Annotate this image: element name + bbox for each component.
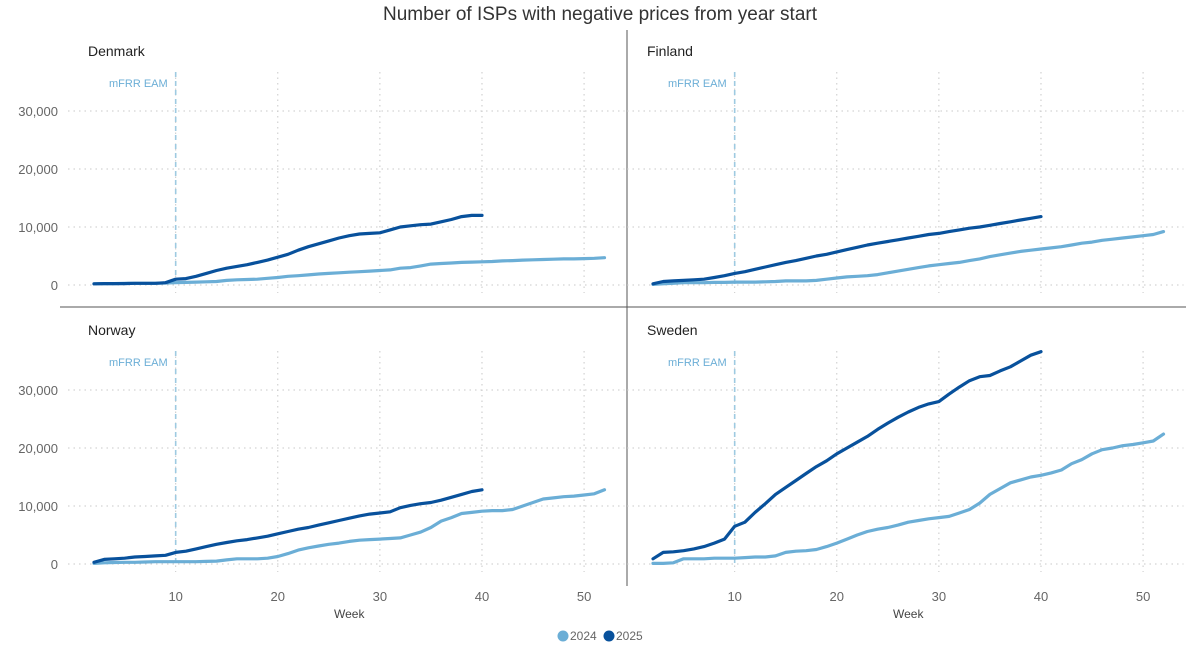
panel-sweden: 10 20 30 40 50 Week mFRR EAM Sweden bbox=[627, 322, 1184, 621]
x-tick-label: 30 bbox=[932, 589, 946, 604]
y-tick-label: 20,000 bbox=[18, 441, 58, 456]
x-tick-label: 20 bbox=[271, 589, 285, 604]
mfrr-eam-label: mFRR EAM bbox=[109, 78, 168, 90]
panel-finland: mFRR EAM Finland bbox=[627, 43, 1184, 293]
y-tick-label: 10,000 bbox=[18, 220, 58, 235]
x-tick-label: 40 bbox=[475, 589, 489, 604]
panels: 0 10,000 20,000 30,000 mFRR EAM Denmark mFRR E… bbox=[18, 43, 1184, 621]
series-line-denmark-2024 bbox=[92, 256, 607, 286]
y-tick-label: 10,000 bbox=[18, 499, 58, 514]
series-line-sweden-2024 bbox=[651, 432, 1166, 566]
y-tick-label: 30,000 bbox=[18, 383, 58, 398]
legend-marker-icon bbox=[557, 630, 569, 642]
panel-title: Finland bbox=[647, 43, 693, 59]
panel-title: Sweden bbox=[647, 322, 698, 338]
legend-label: 2024 bbox=[570, 629, 597, 643]
mfrr-eam-label: mFRR EAM bbox=[109, 357, 168, 369]
x-tick-label: 40 bbox=[1034, 589, 1048, 604]
x-tick-label: 10 bbox=[727, 589, 741, 604]
panel-title: Norway bbox=[88, 322, 135, 338]
x-axis-title: Week bbox=[893, 607, 924, 621]
series-line-norway-2025 bbox=[92, 488, 484, 564]
legend: 2024 2025 bbox=[557, 629, 644, 643]
chart-title: Number of ISPs with negative prices from… bbox=[383, 4, 818, 25]
legend-marker-icon bbox=[603, 630, 615, 642]
series-line-denmark-2025 bbox=[92, 213, 484, 286]
x-tick-label: 30 bbox=[373, 589, 387, 604]
legend-item-2024[interactable]: 2024 bbox=[557, 629, 598, 643]
panel-norway: 0 10,000 20,000 30,000 10 20 30 40 50 Week mFRR EA… bbox=[18, 322, 625, 621]
y-tick-label: 30,000 bbox=[18, 104, 58, 119]
x-axis-title: Week bbox=[334, 607, 365, 621]
panel-denmark: 0 10,000 20,000 30,000 mFRR EAM Denmark bbox=[18, 43, 625, 293]
x-tick-label: 50 bbox=[1136, 589, 1150, 604]
y-tick-label: 20,000 bbox=[18, 162, 58, 177]
mfrr-eam-label: mFRR EAM bbox=[668, 357, 727, 369]
legend-item-2025[interactable]: 2025 bbox=[603, 629, 644, 643]
y-tick-label: 0 bbox=[51, 278, 58, 293]
series-line-norway-2024 bbox=[92, 488, 607, 566]
panel-title: Denmark bbox=[88, 43, 146, 59]
x-tick-label: 10 bbox=[168, 589, 182, 604]
series-line-finland-2025 bbox=[651, 215, 1043, 286]
legend-label: 2025 bbox=[616, 629, 643, 643]
x-tick-label: 50 bbox=[577, 589, 591, 604]
x-tick-label: 20 bbox=[830, 589, 844, 604]
mfrr-eam-label: mFRR EAM bbox=[668, 78, 727, 90]
series-line-sweden-2025 bbox=[651, 350, 1043, 561]
series-line-finland-2024 bbox=[651, 230, 1166, 286]
y-tick-label: 0 bbox=[51, 557, 58, 572]
